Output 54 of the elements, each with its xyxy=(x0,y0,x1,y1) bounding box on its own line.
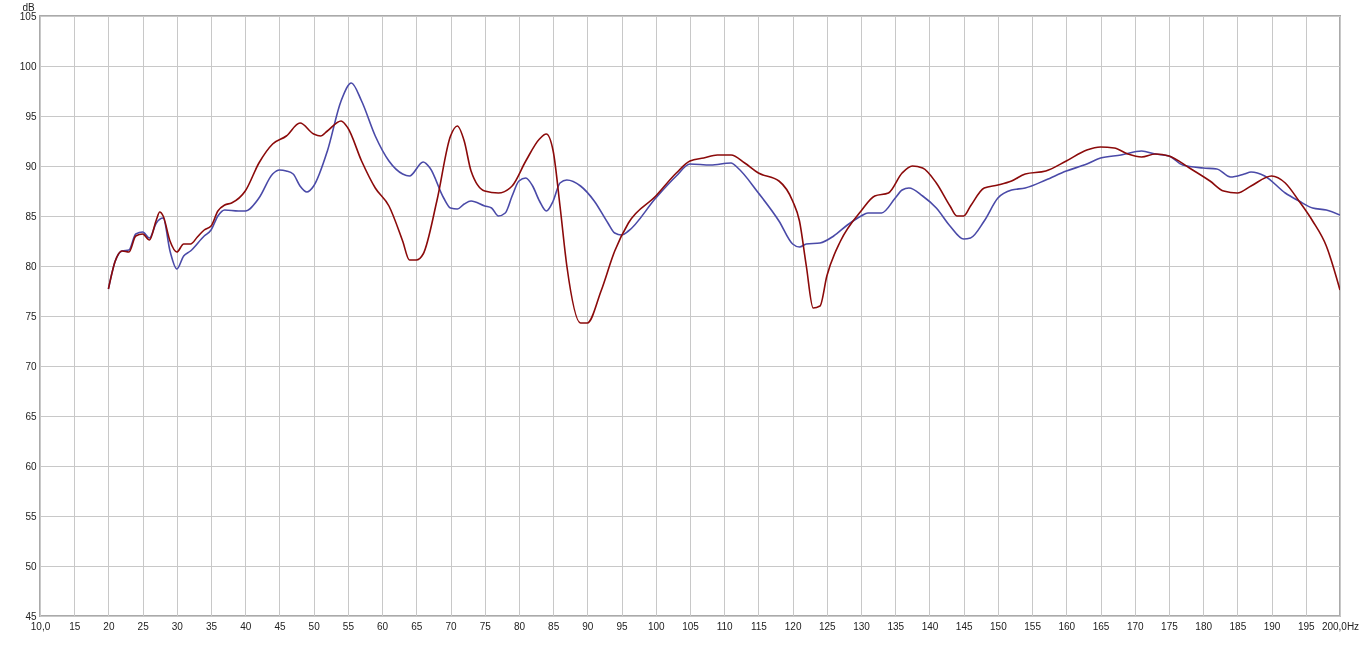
y-tick-label: 50 xyxy=(25,560,37,572)
x-tick-label: 115 xyxy=(750,620,768,632)
y-tick-label: 65 xyxy=(25,410,37,422)
x-tick-label: 45 xyxy=(274,620,286,632)
y-tick-label: 80 xyxy=(25,260,37,272)
y-tick-label: 90 xyxy=(25,160,37,172)
x-tick-label: 170 xyxy=(1126,620,1145,632)
x-tick-label: 200,0Hz xyxy=(1321,620,1360,632)
x-tick-label: 190 xyxy=(1263,620,1281,632)
y-tick-label: 85 xyxy=(25,210,37,222)
x-tick-label: 15 xyxy=(69,620,81,632)
x-tick-label: 155 xyxy=(1024,620,1042,632)
x-tick-label: 160 xyxy=(1058,620,1076,632)
x-tick-label: 75 xyxy=(479,620,492,632)
x-tick-label: 65 xyxy=(411,620,423,632)
x-tick-label: 105 xyxy=(682,620,700,632)
x-tick-label: 70 xyxy=(445,620,458,632)
x-tick-label: 145 xyxy=(955,620,973,632)
x-tick-label: 90 xyxy=(582,620,594,632)
y-tick-label: 45 xyxy=(25,610,37,622)
y-tick-label: 100 xyxy=(19,60,37,72)
x-tick-label: 125 xyxy=(819,620,837,632)
x-tick-label: 135 xyxy=(887,620,905,632)
x-tick-label: 130 xyxy=(853,620,871,632)
y-tick-label: 105 xyxy=(19,10,37,22)
x-tick-label: 140 xyxy=(921,620,939,632)
y-tick-label: 60 xyxy=(25,460,37,472)
x-tick-label: 195 xyxy=(1297,620,1316,632)
y-tick-label: 75 xyxy=(25,310,37,322)
x-tick-label: 35 xyxy=(205,620,218,632)
x-tick-label: 55 xyxy=(342,620,355,632)
x-tick-label: 40 xyxy=(240,620,252,632)
x-tick-label: 10,0 xyxy=(30,620,51,632)
y-tick-label: 70 xyxy=(25,360,37,372)
x-tick-label: 50 xyxy=(308,620,321,632)
x-tick-label: 165 xyxy=(1092,620,1110,632)
y-axis-title: dB xyxy=(22,1,35,13)
line-series xyxy=(107,120,1340,324)
x-tick-label: 120 xyxy=(784,620,802,632)
x-tick-label: 180 xyxy=(1195,620,1213,632)
x-tick-label: 85 xyxy=(548,620,560,632)
y-tick-label: 95 xyxy=(25,110,37,122)
x-tick-label: 20 xyxy=(103,620,115,632)
x-tick-label: 175 xyxy=(1161,620,1179,632)
x-tick-label: 95 xyxy=(616,620,629,632)
x-tick-label: 110 xyxy=(716,620,734,632)
x-tick-label: 60 xyxy=(377,620,389,632)
x-tick-label: 100 xyxy=(647,620,666,632)
x-tick-label: 80 xyxy=(513,620,526,632)
x-tick-label: 185 xyxy=(1229,620,1247,632)
x-tick-label: 30 xyxy=(171,620,184,632)
x-tick-label: 150 xyxy=(990,620,1008,632)
y-tick-label: 55 xyxy=(25,510,37,522)
x-tick-label: 25 xyxy=(137,620,150,632)
